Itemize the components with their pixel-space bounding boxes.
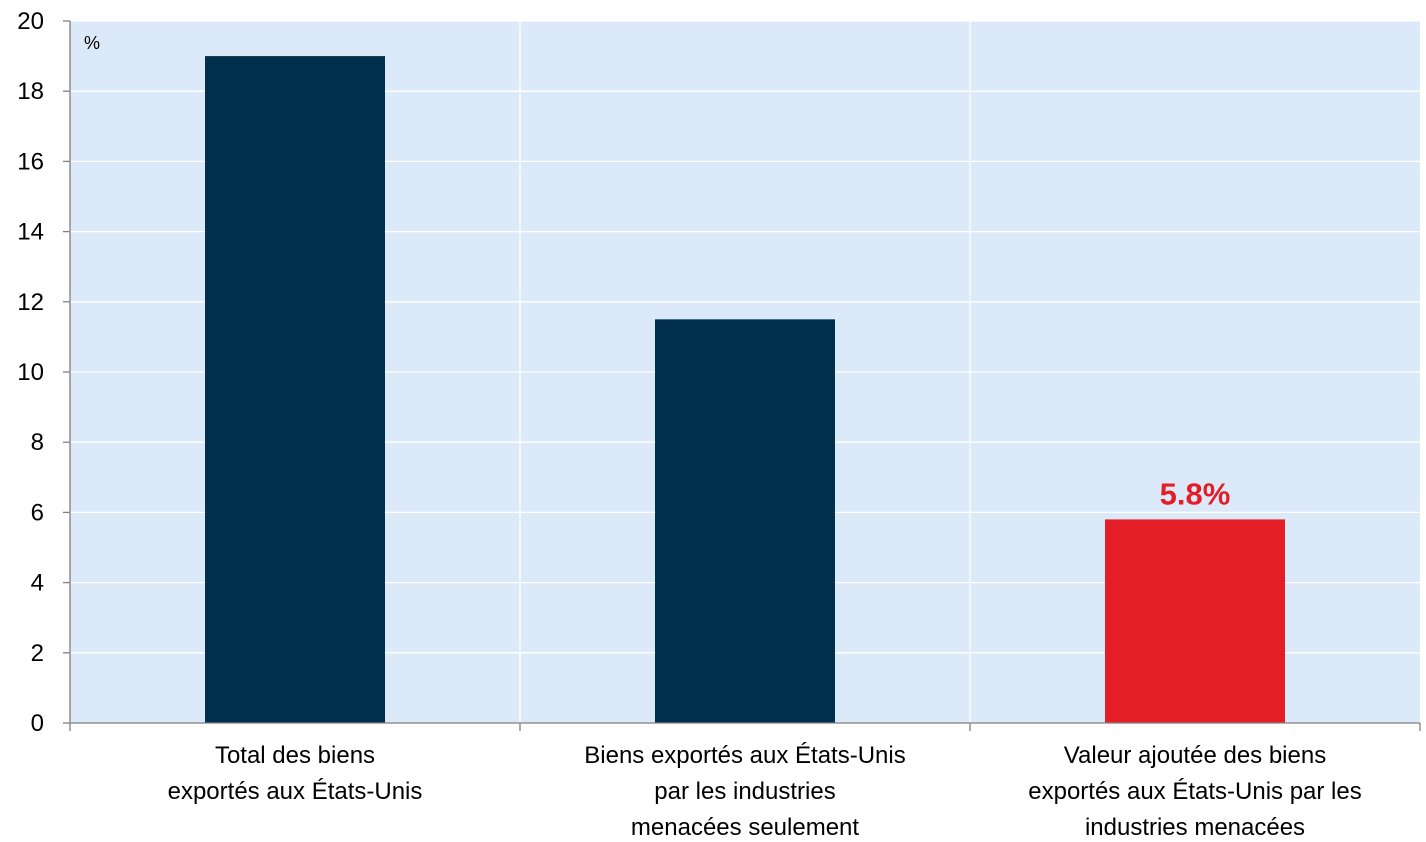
y-tick-label: 14 xyxy=(17,219,44,246)
bar-1 xyxy=(205,56,385,724)
category-label-line: par les industries xyxy=(654,778,835,805)
category-label-line: industries menacées xyxy=(1085,814,1305,841)
y-tick-label: 8 xyxy=(31,429,44,456)
y-tick-label: 12 xyxy=(17,289,44,316)
bar-3 xyxy=(1105,519,1285,723)
y-tick-label: 0 xyxy=(31,710,44,737)
category-label-line: Biens exportés aux États-Unis xyxy=(584,742,905,769)
category-label-line: menacées seulement xyxy=(631,814,859,841)
y-unit-label: % xyxy=(84,33,100,53)
y-tick-label: 4 xyxy=(31,570,44,597)
y-tick-label: 20 xyxy=(17,8,44,35)
data-labels: 5.8% xyxy=(1160,476,1231,511)
category-label-line: exportés aux États-Unis par les xyxy=(1028,778,1361,805)
y-tick-label: 18 xyxy=(17,78,44,105)
bars xyxy=(205,56,1285,724)
x-category-label-1: Total des biens exportés aux États-Unis xyxy=(168,742,423,805)
category-label-line: Valeur ajoutée des biens xyxy=(1064,742,1326,769)
y-tick-label: 6 xyxy=(31,499,44,526)
data-label-3: 5.8% xyxy=(1160,476,1231,511)
x-category-label-2: Biens exportés aux États-Unis par les ind… xyxy=(584,742,905,841)
category-label-line: Total des biens xyxy=(215,742,375,769)
x-category-label-3: Valeur ajoutée des biens exportés aux Éta… xyxy=(1028,742,1361,841)
y-tick-label: 2 xyxy=(31,640,44,667)
bar-2 xyxy=(655,319,835,723)
axes xyxy=(63,20,1421,731)
x-category-labels: Total des biens exportés aux États-Unis Bi… xyxy=(168,742,1362,841)
category-label-line: exportés aux États-Unis xyxy=(168,778,423,805)
y-tick-label: 16 xyxy=(17,148,44,175)
y-tick-label: 10 xyxy=(17,359,44,386)
y-tick-labels: 0 2 4 6 8 10 12 14 16 18 20 xyxy=(17,8,44,737)
